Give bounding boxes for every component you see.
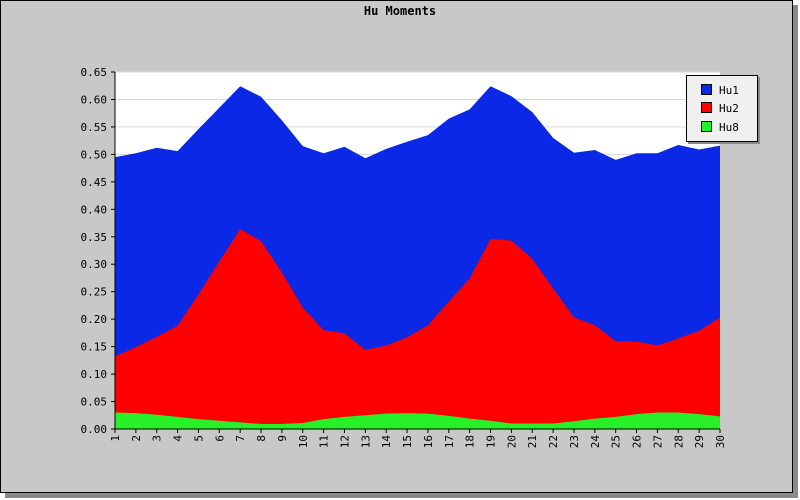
x-tick-label: 19 [485,435,498,448]
x-tick-label: 4 [172,435,185,442]
x-tick-label: 1 [109,435,122,442]
x-tick-label: 27 [651,435,664,448]
x-tick-label: 25 [610,435,623,448]
x-tick-label: 26 [631,435,644,448]
x-tick-label: 17 [443,435,456,448]
y-tick-label: 0.05 [81,396,108,409]
series-areas [115,86,720,429]
legend-item-hu8: Hu8 [701,121,739,135]
chart-title: Hu Moments [363,4,437,18]
area-hu2 [115,229,720,429]
legend: Hu1 Hu2 Hu8 [686,75,758,142]
x-tick-label: 3 [151,435,164,442]
y-tick-label: 0.30 [81,258,108,271]
y-tick-label: 0.40 [81,203,108,216]
y-tick-label: 0.50 [81,148,108,161]
legend-swatch-hu1 [701,84,712,95]
x-tick-label: 18 [464,435,477,448]
legend-swatch-hu8 [701,121,712,132]
x-tick-label: 24 [589,435,602,449]
x-tick-label: 16 [422,435,435,448]
x-tick-label: 28 [672,435,685,448]
x-tick-label: 2 [130,435,143,442]
y-tick-label: 0.15 [81,341,108,354]
legend-label-hu1: Hu1 [719,84,739,97]
x-tick-label: 21 [526,435,539,448]
y-tick-label: 0.20 [81,313,108,326]
x-tick-label: 5 [192,435,205,442]
y-tick-label: 0.45 [81,176,108,189]
x-tick-label: 13 [359,435,372,448]
y-tick-label: 0.60 [81,93,108,106]
legend-label-hu8: Hu8 [719,121,739,134]
axes: 0.00 0.05 0.10 0.15 0.20 0.25 0.30 0.35 0.40 0.45… [81,66,728,448]
y-tick-label: 0.35 [81,231,108,244]
y-tick-label: 0.10 [81,368,108,381]
x-tick-label: 23 [568,435,581,448]
y-tick-label: 0.25 [81,286,108,299]
x-tick-label: 15 [401,435,414,448]
x-tick-label: 30 [714,435,727,448]
legend-item-hu2: Hu2 [701,102,739,116]
y-tick-label: 0.65 [81,66,108,79]
x-tick-label: 7 [234,435,247,442]
x-tick-label: 6 [213,435,226,442]
x-tick-label: 22 [547,435,560,448]
y-tick-label: 0.00 [81,423,108,436]
legend-item-hu1: Hu1 [701,84,739,98]
legend-swatch-hu2 [701,102,712,113]
x-tick-label: 14 [380,435,393,449]
x-tick-label: 20 [505,435,518,448]
y-tick-label: 0.55 [81,121,108,134]
x-tick-label: 9 [276,435,289,442]
legend-label-hu2: Hu2 [719,102,739,115]
x-tick-label: 12 [338,435,351,448]
x-tick-label: 29 [693,435,706,448]
x-tick-label: 11 [318,435,331,448]
x-tick-label: 8 [255,435,268,442]
x-tick-label: 10 [297,435,310,448]
area-hu8 [115,412,720,429]
